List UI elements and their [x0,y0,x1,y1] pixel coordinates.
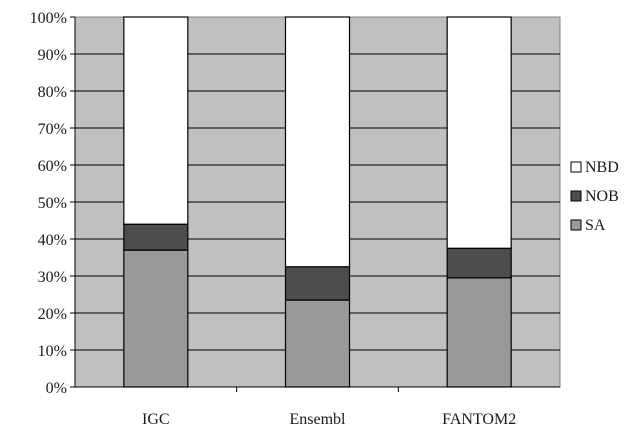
y-tick-label: 20% [38,306,67,323]
x-tick-label: FANTOM2 [442,411,516,428]
bar-nbd-igc [124,17,188,224]
bar-sa-igc [124,250,188,387]
legend-swatch-sa [571,220,581,230]
legend-label-nob: NOB [585,188,619,205]
bar-sa-ensembl [286,300,350,387]
bar-sa-fantom2 [447,278,511,387]
bar-nob-igc [124,224,188,250]
y-tick-label: 10% [38,343,67,360]
legend-label-sa: SA [585,217,606,234]
y-tick-label: 80% [38,84,67,101]
bar-nbd-ensembl [286,17,350,267]
bars [124,17,511,387]
y-tick-label: 60% [38,158,67,175]
x-tick-label: IGC [142,411,170,428]
bar-nob-fantom2 [447,248,511,278]
y-tick-label: 50% [38,195,67,212]
legend-label-nbd: NBD [585,159,619,176]
legend: NBD NOB SA [571,159,619,234]
y-tick-label: 90% [38,47,67,64]
bar-nbd-fantom2 [447,17,511,248]
legend-swatch-nbd [571,162,581,172]
y-tick-label: 0% [46,380,67,397]
bar-nob-ensembl [286,267,350,300]
y-tick-label: 70% [38,121,67,138]
y-tick-label: 30% [38,269,67,286]
y-tick-label: 100% [30,10,67,27]
legend-swatch-nob [571,191,581,201]
y-tick-label: 40% [38,232,67,249]
x-tick-label: Ensembl [290,411,347,428]
